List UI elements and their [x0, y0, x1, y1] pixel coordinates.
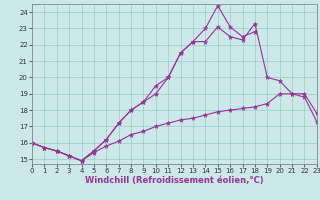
X-axis label: Windchill (Refroidissement éolien,°C): Windchill (Refroidissement éolien,°C)	[85, 176, 264, 185]
